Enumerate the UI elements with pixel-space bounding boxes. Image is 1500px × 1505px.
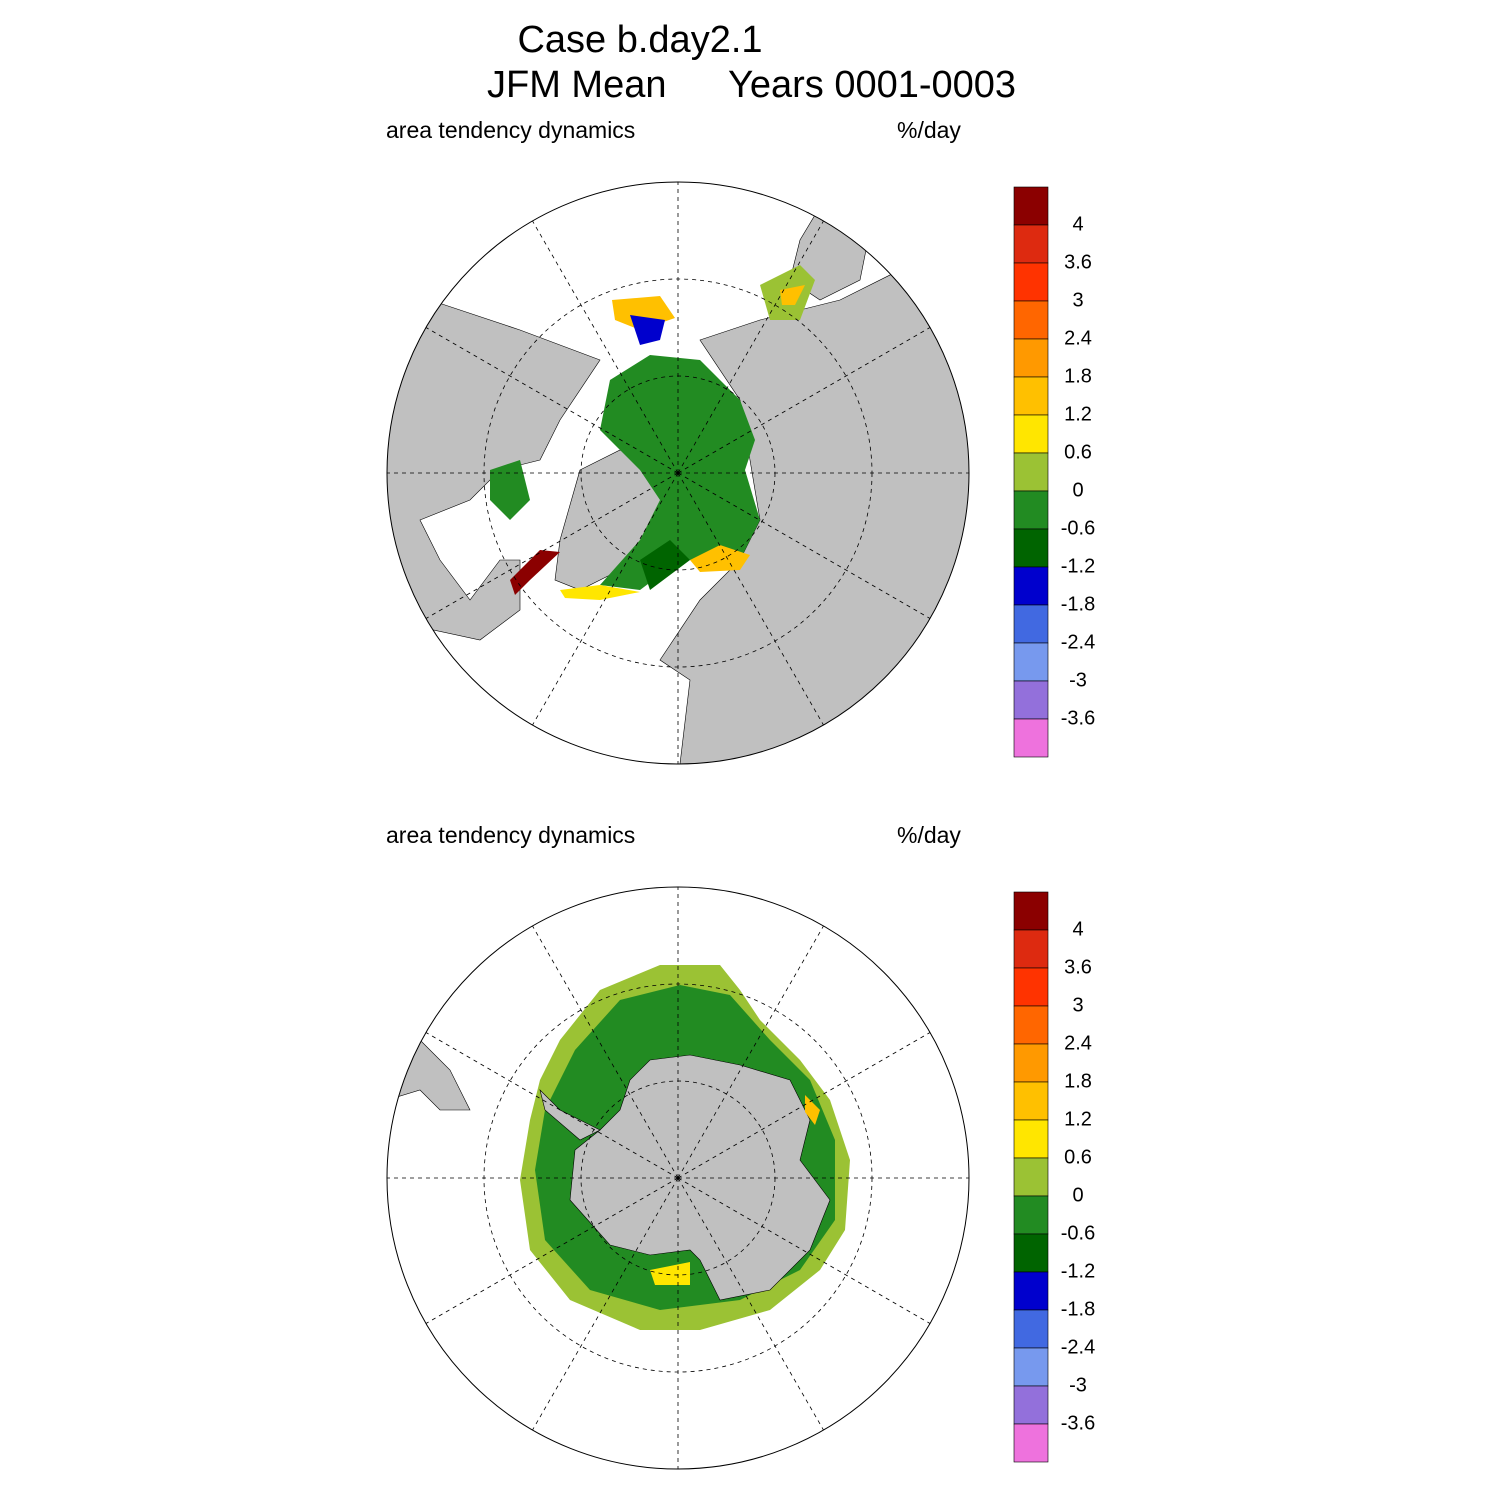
colorbar-box — [1013, 891, 1049, 931]
colorbar-label: -1.2 — [1061, 1260, 1095, 1282]
colorbar-label: -3 — [1069, 669, 1087, 691]
colorbar-label: -0.6 — [1061, 517, 1095, 539]
colorbar-box — [1013, 224, 1049, 264]
colorbar-box — [1013, 967, 1049, 1007]
colorbar-label: -1.8 — [1061, 593, 1095, 615]
meridian — [532, 472, 679, 726]
colorbar-box — [1013, 604, 1049, 644]
colorbar-box — [1013, 1271, 1049, 1311]
colorbar-label: 4 — [1072, 213, 1083, 235]
meridian — [677, 1177, 824, 1431]
colorbar-box — [1013, 642, 1049, 682]
map-border — [386, 181, 970, 765]
colorbar-label: 0.6 — [1064, 1146, 1092, 1168]
colorbar-label: 0.6 — [1064, 441, 1092, 463]
colorbar-box — [1013, 1119, 1049, 1159]
colorbar-box — [1013, 1385, 1049, 1425]
colorbar-label: 1.8 — [1064, 365, 1092, 387]
colorbar-label: 3.6 — [1064, 251, 1092, 273]
colorbar-label: -2.4 — [1061, 1336, 1095, 1358]
colorbar-box — [1013, 186, 1049, 226]
colorbar-box — [1013, 1005, 1049, 1045]
colorbar-box — [1013, 376, 1049, 416]
colorbar-label: -0.6 — [1061, 1222, 1095, 1244]
colorbar-box — [1013, 718, 1049, 758]
panel-label: area tendency dynamics — [386, 117, 635, 143]
season: JFM Mean — [487, 64, 666, 106]
colorbar-box — [1013, 1081, 1049, 1121]
colorbar-label: 0 — [1072, 479, 1083, 501]
meridian — [677, 1177, 931, 1324]
meridian — [532, 220, 679, 474]
map-border — [386, 886, 970, 1470]
colorbar-box — [1013, 1233, 1049, 1273]
meridian — [425, 327, 679, 474]
colorbar-label: -1.8 — [1061, 1298, 1095, 1320]
colorbar-label: -2.4 — [1061, 631, 1095, 653]
colorbar-label: 2.4 — [1064, 1032, 1092, 1054]
colorbar-box — [1013, 929, 1049, 969]
colorbar-box — [1013, 1157, 1049, 1197]
meridian — [677, 472, 931, 619]
colorbar-box — [1013, 1309, 1049, 1349]
colorbar-box — [1013, 300, 1049, 340]
colorbar-label: 3 — [1072, 994, 1083, 1016]
meridian — [425, 1177, 679, 1324]
units-label: %/day — [897, 822, 961, 848]
colorbar-box — [1013, 680, 1049, 720]
colorbar-label: -3.6 — [1061, 1412, 1095, 1434]
colorbar-box — [1013, 338, 1049, 378]
colorbar-label: -3.6 — [1061, 707, 1095, 729]
colorbar-box — [1013, 528, 1049, 568]
meridian — [677, 472, 824, 726]
meridian — [677, 220, 824, 474]
panel-label: area tendency dynamics — [386, 822, 635, 848]
colorbar-box — [1013, 490, 1049, 530]
colorbar-box — [1013, 262, 1049, 302]
colorbar-box — [1013, 1423, 1049, 1463]
colorbar-label: 1.2 — [1064, 403, 1092, 425]
colorbar-box — [1013, 414, 1049, 454]
title: Case b.day2.1 — [517, 19, 762, 61]
meridian — [532, 925, 679, 1179]
colorbar-label: -3 — [1069, 1374, 1087, 1396]
colorbar-label: 3.6 — [1064, 956, 1092, 978]
colorbar-box — [1013, 452, 1049, 492]
colorbar-label: 1.2 — [1064, 1108, 1092, 1130]
arctic-map — [387, 182, 969, 764]
colorbar-box — [1013, 1043, 1049, 1083]
colorbar-label: 1.8 — [1064, 1070, 1092, 1092]
colorbar-label: 3 — [1072, 289, 1083, 311]
meridian — [677, 1032, 931, 1179]
meridian — [532, 1177, 679, 1431]
years: Years 0001-0003 — [728, 64, 1016, 106]
colorbar-label: -1.2 — [1061, 555, 1095, 577]
colorbar-box — [1013, 566, 1049, 606]
colorbar-box — [1013, 1347, 1049, 1387]
meridian — [425, 1032, 679, 1179]
colorbar-label: 4 — [1072, 918, 1083, 940]
units-label: %/day — [897, 117, 961, 143]
colorbar-label: 0 — [1072, 1184, 1083, 1206]
colorbar-box — [1013, 1195, 1049, 1235]
meridian — [677, 925, 824, 1179]
colorbar-label: 2.4 — [1064, 327, 1092, 349]
antarctic-map — [387, 887, 969, 1469]
meridian — [677, 327, 931, 474]
meridian — [425, 472, 679, 619]
